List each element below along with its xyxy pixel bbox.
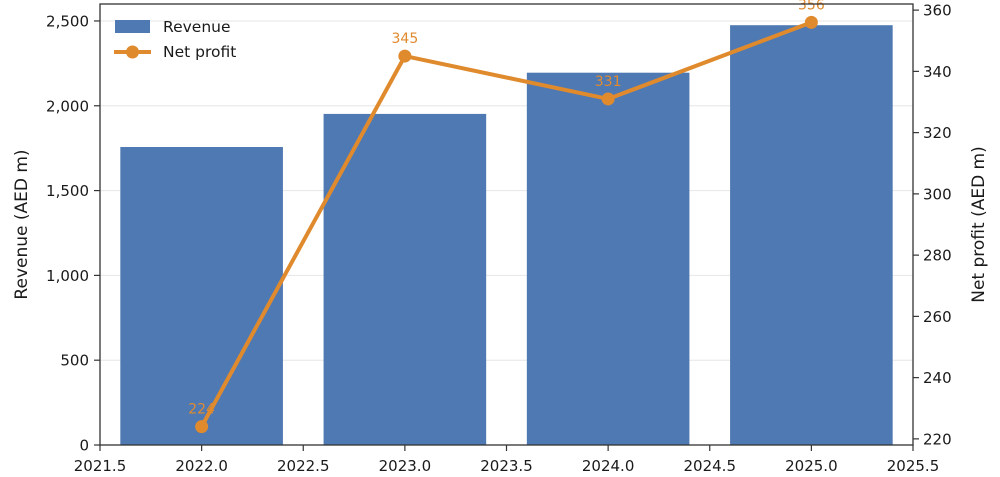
x-tick-label: 2022.0 [175,457,228,475]
x-tick-label: 2024.5 [684,457,737,475]
left-y-tick-label: 0 [79,437,89,455]
net-profit-point [804,15,818,29]
right-y-tick-label: 320 [923,124,952,142]
left-y-tick-label: 2,500 [46,12,89,30]
x-tick-label: 2021.5 [74,457,127,475]
left-y-tick-label: 500 [60,352,89,370]
legend-label-revenue: Revenue [163,18,231,36]
net-profit-data-label: 356 [798,0,825,13]
left-y-tick-label: 1,500 [46,182,89,200]
right-y-axis-title: Net profit (AED m) [969,146,989,303]
right-y-tick-label: 260 [923,308,952,326]
revenue-bar [526,72,690,446]
right-y-tick-label: 300 [923,185,952,203]
left-y-axis-title: Revenue (AED m) [12,149,32,299]
revenue-bar [323,113,487,445]
net-profit-point [195,420,209,434]
net-profit-series: 224 345 331 356 [188,0,825,434]
x-tick-label: 2023.0 [379,457,432,475]
x-tick-label: 2023.5 [480,457,533,475]
right-y-tick-label: 360 [923,2,952,20]
revenue-bar [730,25,893,445]
right-y-tick-label: 240 [923,369,952,387]
x-tick-label: 2022.5 [277,457,330,475]
revenue-bars [120,25,893,446]
net-profit-point [398,49,412,63]
net-profit-data-label: 331 [595,74,622,90]
left-y-tick-label: 1,000 [46,267,89,285]
right-y-tick-label: 220 [923,430,952,448]
net-profit-data-label: 224 [188,402,215,418]
legend-label-net-profit: Net profit [163,43,236,61]
x-axis: 2021.5 2022.0 2022.5 2023.0 2023.5 2024.0 2024… [74,445,940,475]
x-tick-label: 2024.0 [582,457,635,475]
right-y-tick-label: 340 [923,63,952,81]
legend: Revenue Net profit [114,18,236,61]
net-profit-line [199,20,814,429]
right-y-tick-label: 280 [923,247,952,265]
legend-swatch-revenue [115,20,150,33]
revenue-bar [120,146,283,445]
legend-marker-net-profit [126,45,139,59]
x-tick-label: 2025.0 [785,457,838,475]
right-y-axis: 220 240 260 280 300 320 340 360 [913,2,952,448]
left-y-tick-label: 2,000 [46,97,89,115]
net-profit-point [601,92,615,106]
x-tick-label: 2025.5 [887,457,940,475]
left-y-axis: 0 500 1,000 1,500 2,000 2,500 [46,12,100,455]
net-profit-data-label: 345 [392,31,419,47]
